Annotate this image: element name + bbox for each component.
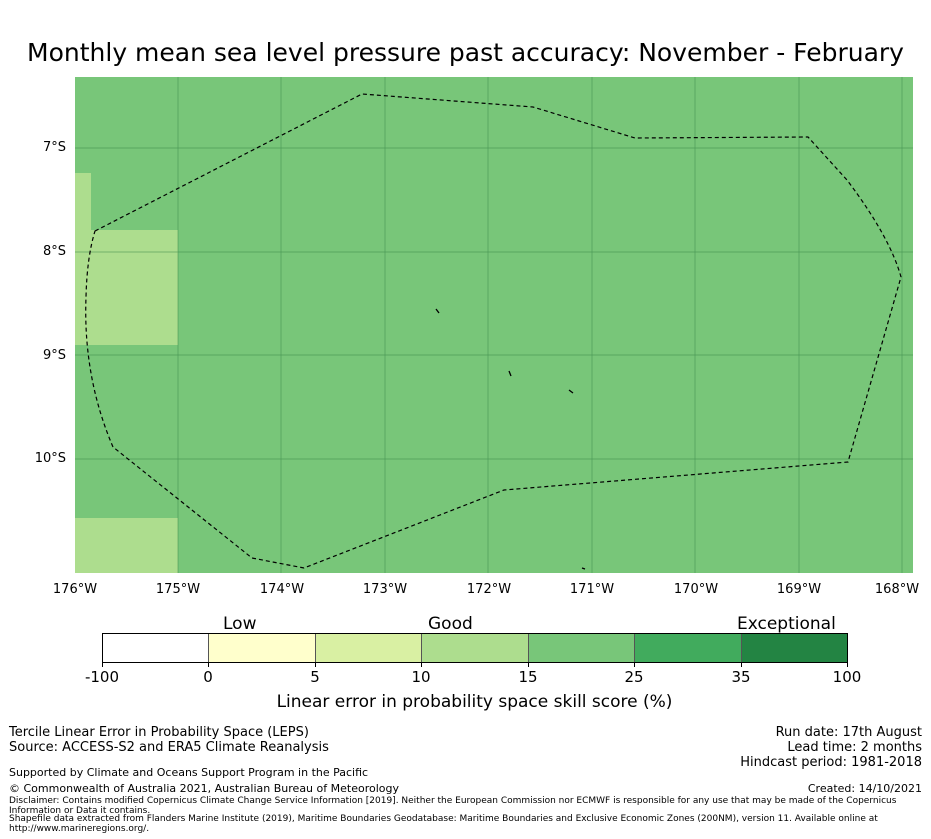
category-label-good: Good: [428, 614, 473, 634]
lon-label: 174°W: [259, 582, 305, 597]
colorbar-tick-mark: [634, 663, 635, 667]
colorbar-tick-label: 100: [832, 668, 862, 686]
lon-label: 171°W: [569, 582, 615, 597]
lead-time-text: Lead time: 2 months: [787, 740, 922, 755]
created-text: Created: 14/10/2021: [807, 782, 922, 795]
category-label-exceptional: Exceptional: [737, 614, 836, 634]
island: [435, 308, 440, 314]
colorbar-tick-mark: [741, 663, 742, 667]
lon-label: 169°W: [776, 582, 822, 597]
colorbar-tick-label: 0: [203, 668, 213, 686]
disclaimer-text: Disclaimer: Contains modified Copernicus…: [9, 796, 897, 816]
colorbar-tick-label: 15: [518, 668, 538, 686]
island: [581, 567, 586, 570]
colorbar-segment-6: [741, 634, 847, 662]
map-canvas: [75, 77, 913, 573]
colorbar-tick-mark: [315, 663, 316, 667]
colorbar-tick-label: 10: [411, 668, 431, 686]
lat-label: 8°S: [42, 244, 66, 259]
lat-label: 10°S: [34, 451, 66, 466]
shapefile-credit-text: Shapefile data extracted from Flanders M…: [9, 814, 878, 834]
method-text: Tercile Linear Error in Probability Spac…: [9, 725, 309, 740]
lon-label: 176°W: [52, 582, 98, 597]
colorbar-segment-0: [103, 634, 210, 662]
colorbar-tick-mark: [102, 663, 103, 667]
colorbar-segment-5: [635, 634, 742, 662]
colorbar-tick-label: 35: [731, 668, 751, 686]
colorbar-segment-3: [422, 634, 529, 662]
island: [508, 370, 512, 377]
colorbar-tick-mark: [421, 663, 422, 667]
island: [568, 389, 574, 394]
colorbar-tick-mark: [208, 663, 209, 667]
colorbar: [102, 633, 848, 663]
copyright-text: © Commonwealth of Australia 2021, Austra…: [9, 782, 399, 795]
lat-label: 7°S: [42, 140, 66, 155]
skill-map: [75, 77, 913, 573]
eez-boundary: [85, 93, 902, 569]
colorbar-tick-mark: [847, 663, 848, 667]
lon-label: 173°W: [362, 582, 408, 597]
category-label-low: Low: [223, 614, 257, 634]
light-patch-upper: [75, 173, 91, 233]
graticule: [75, 77, 913, 573]
colorbar-label: Linear error in probability space skill …: [276, 692, 673, 712]
lon-label: 170°W: [673, 582, 719, 597]
skill-field: [75, 77, 913, 573]
colorbar-tick-label: 5: [310, 668, 320, 686]
colorbar-segment-2: [315, 634, 423, 662]
light-patch-middle: [75, 230, 178, 345]
source-text: Source: ACCESS-S2 and ERA5 Climate Reana…: [9, 740, 329, 755]
lon-label: 168°W: [874, 582, 920, 597]
colorbar-tick-label: -100: [84, 668, 120, 686]
hindcast-text: Hindcast period: 1981-2018: [740, 755, 922, 770]
lat-label: 9°S: [42, 348, 66, 363]
light-patch-lower: [75, 518, 178, 573]
colorbar-segment-1: [209, 634, 316, 662]
run-date-text: Run date: 17th August: [775, 725, 922, 740]
lon-label: 175°W: [155, 582, 201, 597]
colorbar-tick-label: 25: [624, 668, 644, 686]
support-text: Supported by Climate and Oceans Support …: [9, 766, 369, 779]
colorbar-tick-mark: [528, 663, 529, 667]
islands: [435, 308, 586, 570]
lon-label: 172°W: [466, 582, 512, 597]
colorbar-segment-4: [528, 634, 636, 662]
map-title: Monthly mean sea level pressure past acc…: [27, 38, 904, 67]
